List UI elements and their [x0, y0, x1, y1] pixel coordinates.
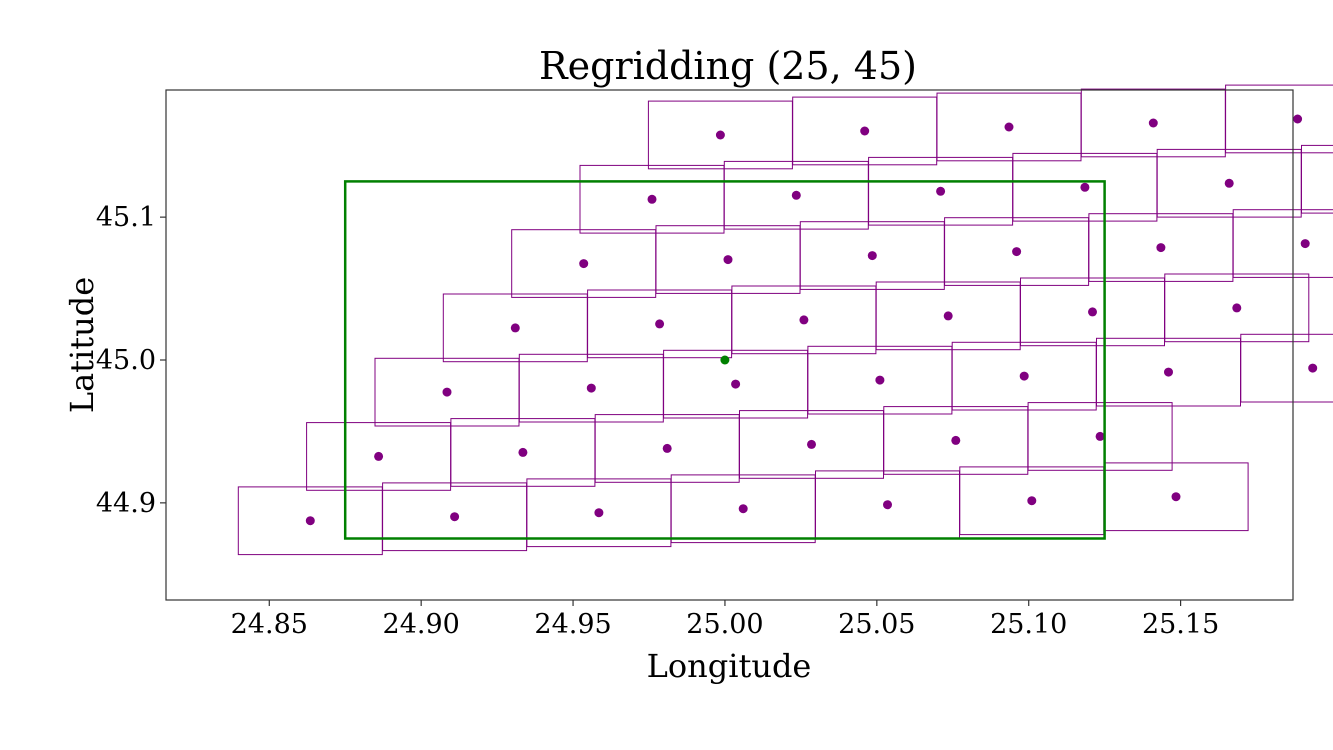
grid-point — [1300, 239, 1310, 249]
source-cells — [237, 84, 1333, 556]
grid-point — [1224, 178, 1234, 188]
y-axis-label: Latitude — [63, 277, 101, 413]
grid-point — [875, 375, 885, 385]
grid-cell — [1301, 144, 1333, 214]
grid-point — [791, 190, 801, 200]
grid-point — [1171, 492, 1181, 502]
grid-point — [1004, 122, 1014, 132]
grid-point — [305, 516, 315, 526]
grid-point — [1308, 363, 1318, 373]
grid-point — [723, 255, 733, 265]
target-box — [343, 180, 1106, 540]
y-axis-ticks: 44.9 45.0 45.1 — [96, 202, 166, 519]
grid-point — [936, 186, 946, 196]
x-tick-label: 24.90 — [383, 609, 460, 640]
center-point — [720, 355, 730, 365]
grid-point — [518, 447, 528, 457]
grid-point — [715, 130, 725, 140]
x-tick-label: 24.95 — [534, 609, 611, 640]
grid-point — [799, 315, 809, 325]
grid-point — [951, 435, 961, 445]
grid-point — [1232, 303, 1242, 313]
grid-point — [867, 251, 877, 261]
y-tick-label: 45.0 — [96, 345, 156, 376]
grid-point — [586, 383, 596, 393]
chart-title: Regridding (25, 45) — [539, 44, 917, 88]
grid-point — [579, 259, 589, 269]
grid-point — [1027, 496, 1037, 506]
grid-cell — [1164, 273, 1310, 343]
grid-cell — [1240, 333, 1333, 403]
grid-point — [647, 194, 657, 204]
y-tick-label: 44.9 — [96, 488, 156, 519]
grid-cell — [1027, 402, 1173, 471]
grid-point — [860, 126, 870, 136]
x-tick-label: 24.85 — [231, 609, 308, 640]
grid-point — [731, 379, 741, 389]
grid-point — [1088, 307, 1097, 317]
grid-point — [1095, 431, 1105, 441]
grid-point — [442, 387, 452, 397]
grid-point — [738, 504, 748, 514]
grid-point — [1080, 182, 1090, 192]
grid-point — [450, 512, 460, 522]
grid-point — [1156, 243, 1166, 253]
x-tick-label: 25.00 — [686, 609, 763, 640]
grid-cell — [1232, 209, 1333, 278]
grid-point — [374, 451, 384, 461]
x-axis-ticks: 24.85 24.90 24.95 25.00 25.05 25.10 25.15 — [231, 600, 1219, 640]
y-tick-label: 45.1 — [96, 202, 156, 233]
grid-point — [883, 500, 892, 510]
source-points — [305, 114, 1318, 526]
grid-point — [1164, 367, 1173, 377]
grid-point — [807, 439, 816, 449]
grid-point — [943, 311, 953, 321]
grid-point — [1019, 371, 1029, 381]
grid-point — [1012, 247, 1022, 257]
grid-point — [510, 323, 520, 333]
grid-point — [662, 443, 672, 453]
grid-point — [1148, 118, 1158, 128]
x-tick-label: 25.15 — [1142, 609, 1219, 640]
grid-point — [1293, 114, 1303, 124]
grid-cell — [1225, 84, 1333, 154]
x-tick-label: 25.10 — [990, 609, 1067, 640]
plot-frame — [165, 89, 1294, 601]
grid-point — [594, 508, 604, 518]
x-tick-label: 25.05 — [838, 609, 915, 640]
grid-point — [655, 319, 665, 329]
x-axis-label: Longitude — [647, 647, 812, 685]
